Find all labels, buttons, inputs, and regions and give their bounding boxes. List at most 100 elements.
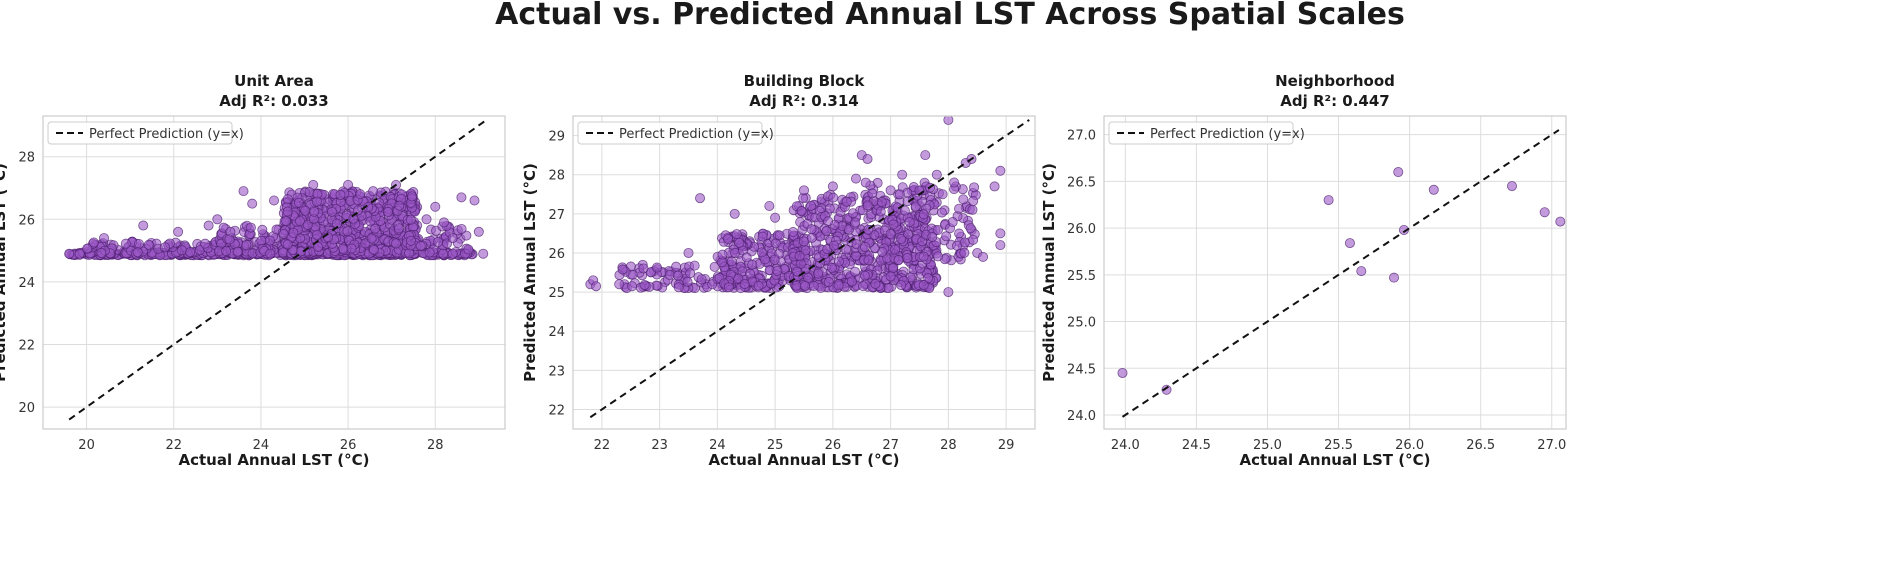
data-point <box>421 214 432 225</box>
data-point <box>747 259 758 270</box>
data-point <box>1356 266 1367 277</box>
data-point <box>309 206 320 217</box>
data-point <box>355 189 366 200</box>
data-point <box>959 247 970 258</box>
chart-panel-building-block: Building Block Adj R²: 0.314 22 23 24 25 26 27 2… <box>521 72 1036 469</box>
data-point <box>1323 195 1334 206</box>
data-point <box>689 260 700 271</box>
data-point <box>932 251 943 262</box>
data-point <box>756 247 767 258</box>
data-point <box>1388 272 1399 283</box>
data-point <box>342 226 353 237</box>
data-point <box>947 217 958 228</box>
data-point <box>685 268 696 279</box>
x-tick-label: 26 <box>825 438 842 453</box>
y-axis-title: Predicted Annual LST (°C) <box>521 163 539 382</box>
data-point <box>967 204 978 215</box>
data-point <box>806 200 817 211</box>
data-point <box>885 185 896 196</box>
y-tick-label: 25.0 <box>1067 316 1096 331</box>
data-point <box>346 243 357 254</box>
y-tick-label: 25 <box>548 286 565 301</box>
data-point <box>918 209 929 220</box>
legend-label: Perfect Prediction (y=x) <box>1150 127 1305 142</box>
data-point <box>794 251 805 262</box>
data-point <box>859 270 870 281</box>
perfect-prediction-line <box>589 119 1030 419</box>
data-point <box>995 165 1006 176</box>
data-point <box>978 251 989 262</box>
data-point <box>723 233 734 244</box>
data-point <box>887 263 898 274</box>
data-point <box>858 281 869 292</box>
data-point <box>1428 184 1439 195</box>
data-point <box>683 247 694 258</box>
data-point <box>833 280 844 291</box>
data-point <box>806 224 817 235</box>
data-point <box>862 200 873 211</box>
x-tick-label: 22 <box>594 438 611 453</box>
data-point <box>300 205 311 216</box>
data-point <box>366 233 377 244</box>
data-point <box>478 248 489 259</box>
data-point <box>717 249 728 260</box>
data-point <box>902 253 913 264</box>
y-tick-label: 22 <box>18 338 35 353</box>
data-point <box>256 235 267 246</box>
data-point <box>391 238 402 249</box>
x-axis-title: Actual Annual LST (°C) <box>1239 451 1430 469</box>
data-point <box>203 220 214 231</box>
data-point <box>463 244 474 255</box>
data-point <box>1344 238 1355 249</box>
data-point <box>733 273 744 284</box>
data-point <box>828 240 839 251</box>
data-point <box>969 182 980 193</box>
data-point <box>313 241 324 252</box>
data-point <box>965 223 976 234</box>
data-point <box>954 203 965 214</box>
data-point <box>224 234 235 245</box>
data-point <box>896 234 907 245</box>
data-point <box>770 212 781 223</box>
legend: Perfect Prediction (y=x) <box>1108 121 1305 145</box>
y-axis-title: Predicted Annual LST (°C) <box>1040 163 1058 382</box>
data-point <box>212 214 223 225</box>
subplot-r2-label: Adj R²: 0.033 <box>219 92 329 110</box>
data-point <box>826 262 837 273</box>
data-point <box>968 234 979 245</box>
y-tick-label: 25.5 <box>1067 269 1096 284</box>
data-point <box>652 262 663 273</box>
data-point <box>729 208 740 219</box>
data-point <box>918 280 929 291</box>
data-point <box>627 281 638 292</box>
data-point <box>120 238 131 249</box>
data-point <box>834 256 845 267</box>
data-point <box>424 247 435 258</box>
data-point <box>952 240 963 251</box>
x-tick-label: 22 <box>165 438 182 453</box>
x-tick-label: 29 <box>998 438 1015 453</box>
data-point <box>903 229 914 240</box>
data-point <box>860 241 871 252</box>
data-point <box>96 247 107 258</box>
data-point <box>885 228 896 239</box>
data-point <box>438 217 449 228</box>
data-point <box>813 268 824 279</box>
data-point <box>638 263 649 274</box>
data-point <box>862 154 873 165</box>
data-point <box>1393 167 1404 178</box>
data-point <box>393 223 404 234</box>
x-tick-label: 24 <box>709 438 726 453</box>
data-point <box>989 181 1000 192</box>
data-point <box>943 116 954 125</box>
data-point <box>456 192 467 203</box>
data-point <box>311 229 322 240</box>
data-point <box>764 200 775 211</box>
data-point <box>968 196 979 207</box>
data-point <box>433 237 444 248</box>
data-point <box>438 248 449 259</box>
plot-frame <box>42 115 506 430</box>
data-point <box>739 279 750 290</box>
data-point <box>132 247 143 258</box>
data-point <box>682 276 693 287</box>
